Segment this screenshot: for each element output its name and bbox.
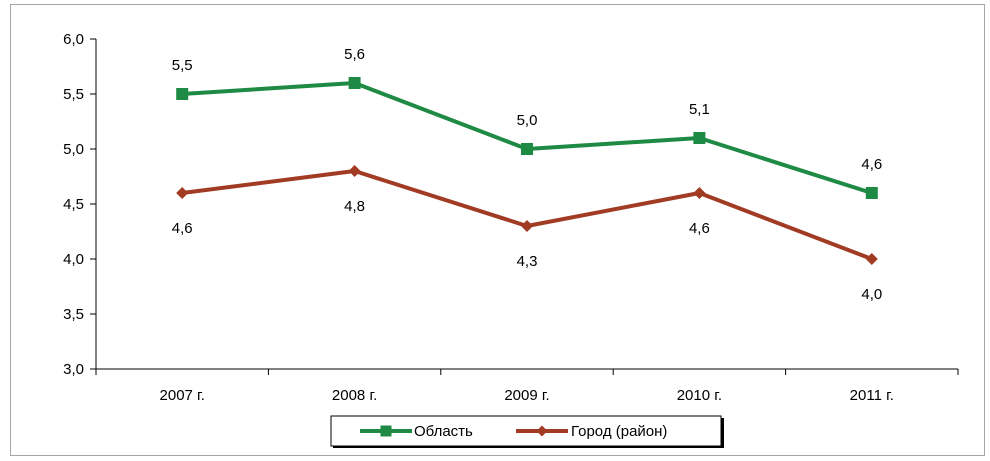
data-point-square	[176, 88, 189, 100]
data-label: 5,6	[344, 46, 365, 63]
data-point-square	[865, 187, 878, 199]
x-tick-label: 2010 г.	[677, 387, 722, 404]
y-tick-label: 6,0	[63, 31, 84, 48]
data-label: 4,6	[861, 156, 882, 173]
legend-box-shadow-bottom	[333, 446, 724, 448]
data-label: 4,8	[344, 198, 365, 215]
data-point-diamond	[865, 253, 878, 265]
chart-axes: 3,0 3,5 4,0 4,5 5,0 5,5 6,0 2007 г. 2008 г. 2009 …	[63, 31, 959, 404]
legend-label: Область	[414, 423, 473, 440]
series-line	[181, 169, 873, 261]
x-tick-label: 2011 г.	[850, 387, 894, 404]
legend: Область Город (район)	[330, 415, 724, 448]
y-tick-label: 4,0	[63, 251, 84, 268]
data-label: 4,6	[172, 220, 193, 237]
x-tick-label: 2008 г.	[332, 387, 377, 404]
y-tick-label: 5,5	[63, 86, 84, 103]
data-labels: 5,5 5,6 5,0 5,1 4,6 4,6 4,8 4,3 4,6 4,0	[172, 46, 882, 303]
legend-item: Город (район)	[516, 423, 667, 440]
data-point-square	[348, 77, 361, 89]
legend-label: Город (район)	[571, 423, 667, 440]
y-tick-label: 4,5	[63, 196, 84, 213]
data-point-square	[521, 143, 533, 155]
chart-series	[176, 77, 878, 265]
legend-item: Область	[360, 423, 473, 440]
chart-frame	[10, 4, 985, 456]
data-label: 5,1	[689, 101, 710, 118]
y-tick-label: 3,5	[63, 306, 84, 323]
data-point-diamond	[348, 165, 361, 177]
y-tick-label: 3,0	[63, 361, 84, 378]
series-2	[176, 165, 878, 265]
series-line	[182, 81, 873, 195]
data-point-square	[380, 425, 392, 437]
legend-box-shadow-right	[721, 418, 724, 448]
data-point-diamond	[693, 187, 706, 199]
x-tick-label: 2009 г.	[504, 387, 549, 404]
data-label: 5,5	[172, 57, 193, 74]
data-point-square	[693, 132, 706, 144]
data-point-diamond	[536, 425, 548, 437]
data-label: 4,0	[861, 286, 882, 303]
data-label: 5,0	[517, 112, 538, 129]
data-label: 4,3	[517, 253, 538, 270]
data-point-diamond	[176, 187, 189, 199]
data-point-diamond	[521, 220, 533, 232]
y-tick-label: 5,0	[63, 141, 84, 158]
x-tick-label: 2007 г.	[160, 387, 205, 404]
data-label: 4,6	[689, 220, 710, 237]
series-1	[176, 77, 878, 199]
